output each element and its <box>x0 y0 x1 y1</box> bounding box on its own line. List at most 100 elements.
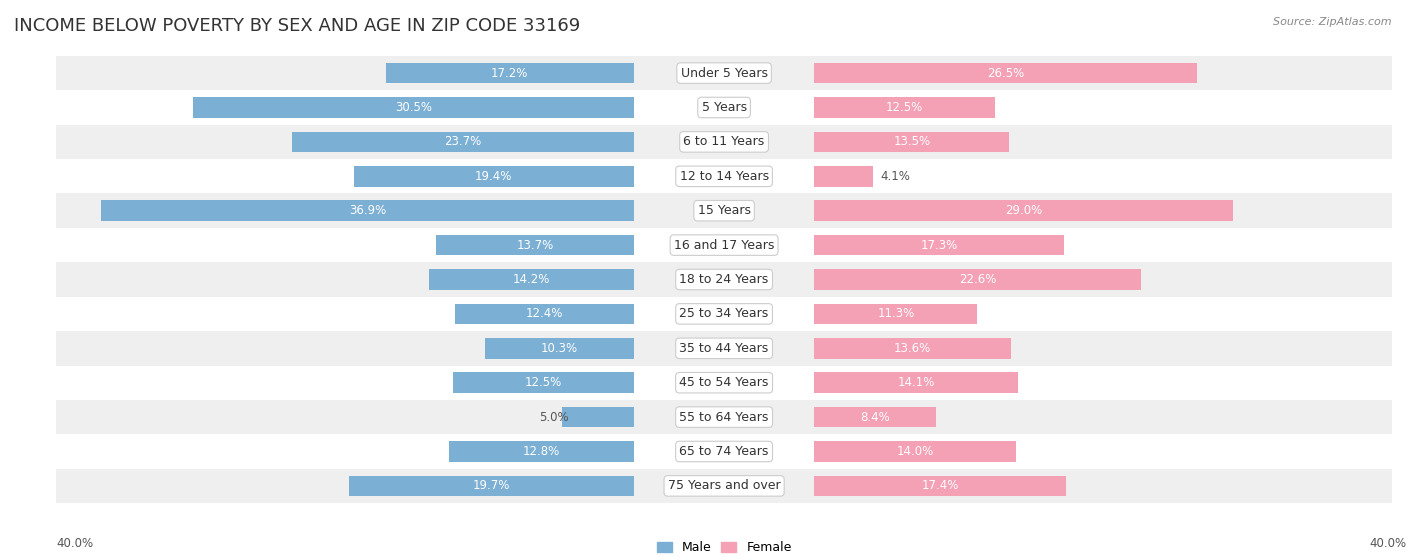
Bar <box>814 304 977 324</box>
Bar <box>634 400 814 434</box>
Text: 19.7%: 19.7% <box>472 480 510 492</box>
Bar <box>814 338 1011 359</box>
Bar <box>56 91 634 125</box>
Bar <box>449 441 634 462</box>
Bar <box>56 159 634 193</box>
Text: 45 to 54 Years: 45 to 54 Years <box>679 376 769 389</box>
Text: 29.0%: 29.0% <box>1005 204 1042 217</box>
Text: 22.6%: 22.6% <box>959 273 995 286</box>
Bar <box>634 366 814 400</box>
Bar <box>56 434 634 468</box>
Bar <box>56 468 634 503</box>
Bar <box>814 193 1392 228</box>
Bar <box>634 159 814 193</box>
Bar <box>814 400 1392 434</box>
Bar <box>56 228 634 262</box>
Text: 13.5%: 13.5% <box>893 135 931 148</box>
Bar <box>634 125 814 159</box>
Text: 8.4%: 8.4% <box>860 411 890 424</box>
Bar <box>354 166 634 187</box>
Bar <box>814 331 1392 366</box>
Text: 5.0%: 5.0% <box>540 411 569 424</box>
Text: 12.5%: 12.5% <box>886 101 924 114</box>
Text: 12 to 14 Years: 12 to 14 Years <box>679 170 769 183</box>
Text: 14.2%: 14.2% <box>513 273 550 286</box>
Text: 11.3%: 11.3% <box>877 307 914 320</box>
Bar <box>814 476 1066 496</box>
Text: 75 Years and over: 75 Years and over <box>668 480 780 492</box>
Bar <box>634 262 814 297</box>
Text: 14.1%: 14.1% <box>897 376 935 389</box>
Text: 65 to 74 Years: 65 to 74 Years <box>679 445 769 458</box>
Bar <box>194 97 634 118</box>
Bar <box>634 228 814 262</box>
Bar <box>291 131 634 152</box>
Text: 15 Years: 15 Years <box>697 204 751 217</box>
Text: 13.6%: 13.6% <box>894 342 931 355</box>
Bar <box>456 304 634 324</box>
Text: 36.9%: 36.9% <box>349 204 387 217</box>
Bar <box>56 400 634 434</box>
Bar <box>56 366 634 400</box>
Bar <box>814 97 995 118</box>
Bar <box>814 235 1064 255</box>
Text: 55 to 64 Years: 55 to 64 Years <box>679 411 769 424</box>
Bar <box>56 331 634 366</box>
Bar <box>634 297 814 331</box>
Text: INCOME BELOW POVERTY BY SEX AND AGE IN ZIP CODE 33169: INCOME BELOW POVERTY BY SEX AND AGE IN Z… <box>14 17 581 35</box>
Bar <box>56 125 634 159</box>
Bar <box>814 468 1392 503</box>
Text: Under 5 Years: Under 5 Years <box>681 67 768 79</box>
Bar <box>562 407 634 428</box>
Text: 6 to 11 Years: 6 to 11 Years <box>683 135 765 148</box>
Bar <box>429 269 634 290</box>
Bar <box>634 193 814 228</box>
Text: 5 Years: 5 Years <box>702 101 747 114</box>
Text: Source: ZipAtlas.com: Source: ZipAtlas.com <box>1274 17 1392 27</box>
Bar <box>634 331 814 366</box>
Bar <box>814 228 1392 262</box>
Bar <box>814 200 1233 221</box>
Text: 40.0%: 40.0% <box>56 537 93 549</box>
Bar <box>814 366 1392 400</box>
Bar <box>814 434 1392 468</box>
Bar <box>485 338 634 359</box>
Legend: Male, Female: Male, Female <box>651 536 797 559</box>
Bar <box>385 63 634 83</box>
Text: 19.4%: 19.4% <box>475 170 513 183</box>
Bar <box>56 193 634 228</box>
Bar <box>814 56 1392 91</box>
Text: 17.4%: 17.4% <box>921 480 959 492</box>
Bar <box>814 63 1197 83</box>
Text: 17.3%: 17.3% <box>921 239 957 252</box>
Bar <box>814 91 1392 125</box>
Bar <box>436 235 634 255</box>
Bar <box>814 407 935 428</box>
Bar <box>56 297 634 331</box>
Text: 4.1%: 4.1% <box>880 170 911 183</box>
Bar <box>814 441 1017 462</box>
Bar <box>814 166 873 187</box>
Text: 16 and 17 Years: 16 and 17 Years <box>673 239 775 252</box>
Text: 23.7%: 23.7% <box>444 135 481 148</box>
Bar <box>453 372 634 393</box>
Text: 30.5%: 30.5% <box>395 101 432 114</box>
Text: 40.0%: 40.0% <box>1369 537 1406 549</box>
Bar <box>101 200 634 221</box>
Bar <box>814 372 1018 393</box>
Text: 26.5%: 26.5% <box>987 67 1024 79</box>
Text: 12.8%: 12.8% <box>523 445 560 458</box>
Text: 25 to 34 Years: 25 to 34 Years <box>679 307 769 320</box>
Text: 12.5%: 12.5% <box>524 376 562 389</box>
Text: 13.7%: 13.7% <box>516 239 554 252</box>
Text: 12.4%: 12.4% <box>526 307 562 320</box>
Bar <box>634 56 814 91</box>
Bar <box>350 476 634 496</box>
Text: 17.2%: 17.2% <box>491 67 529 79</box>
Bar <box>814 297 1392 331</box>
Bar <box>634 91 814 125</box>
Text: 35 to 44 Years: 35 to 44 Years <box>679 342 769 355</box>
Bar <box>56 56 634 91</box>
Bar <box>814 125 1392 159</box>
Bar <box>814 159 1392 193</box>
